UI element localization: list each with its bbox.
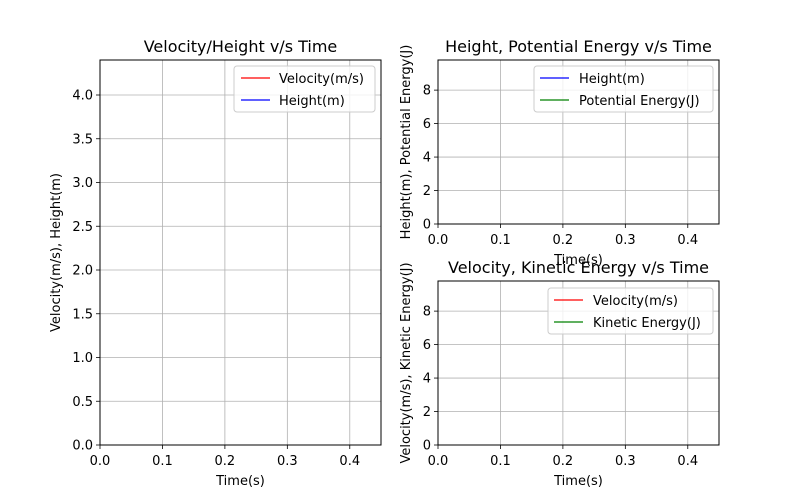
legend-label-velocity: Velocity(m/s) (279, 72, 364, 87)
y-tick-label: 6 (423, 117, 431, 132)
y-tick-label: 4 (423, 151, 431, 166)
ticks: 0.0 0.1 0.2 0.3 0.4 0.0 0.5 1.0 1.5 2.0 2.5 3.0 3.5 4… (72, 89, 360, 470)
chart-title: Height, Potential Energy v/s Time (445, 37, 712, 56)
y-axis-label: Height(m), Potential Energy(J) (399, 45, 414, 240)
chart-velocity-height: Velocity/Height v/s Time 0.0 0.1 0.2 0.3 0.4… (49, 37, 382, 489)
y-tick-label: 0 (423, 218, 431, 233)
legend-label-kinetic-energy: Kinetic Energy(J) (593, 316, 701, 331)
y-tick-label: 2 (423, 405, 431, 420)
y-tick-label: 0.5 (72, 395, 93, 410)
chart-velocity-kinetic-energy: Velocity, Kinetic Energy v/s Time 0.0 0.1… (399, 258, 720, 489)
y-tick-label: 4 (423, 372, 431, 387)
plot-area (437, 59, 720, 225)
x-tick-label: 0.2 (215, 454, 236, 469)
legend-label-height: Height(m) (579, 72, 645, 87)
x-tick-label: 0.3 (615, 233, 636, 248)
ticks: 0.0 0.1 0.2 0.3 0.4 0 2 4 6 8 (423, 84, 698, 248)
x-axis-label: Time(s) (553, 474, 603, 489)
x-tick-label: 0.1 (152, 454, 173, 469)
x-tick-label: 0.3 (615, 454, 636, 469)
y-tick-label: 1.5 (72, 307, 93, 322)
y-tick-label: 3.5 (72, 132, 93, 147)
x-tick-label: 0.4 (677, 454, 698, 469)
y-tick-label: 0 (423, 439, 431, 454)
x-axis-label: Time(s) (215, 474, 265, 489)
ticks: 0.0 0.1 0.2 0.3 0.4 0 2 4 6 8 (423, 305, 698, 469)
y-tick-label: 4.0 (72, 89, 93, 104)
legend-box (547, 287, 714, 335)
plot-area (437, 280, 720, 446)
y-tick-label: 1.0 (72, 351, 93, 366)
legend: Height(m) Potential Energy(J) (533, 65, 714, 113)
x-tick-label: 0.0 (428, 454, 449, 469)
x-tick-label: 0.2 (553, 454, 574, 469)
legend-label-potential-energy: Potential Energy(J) (579, 94, 700, 109)
y-tick-label: 2.0 (72, 264, 93, 279)
x-tick-label: 0.0 (428, 233, 449, 248)
plot-area (99, 59, 382, 446)
legend: Velocity(m/s) Kinetic Energy(J) (547, 287, 714, 335)
y-tick-label: 2.5 (72, 220, 93, 235)
x-tick-label: 0.2 (553, 233, 574, 248)
legend: Velocity(m/s) Height(m) (233, 65, 376, 113)
y-tick-label: 8 (423, 84, 431, 99)
y-axis-label: Velocity(m/s), Height(m) (49, 173, 64, 332)
x-tick-label: 0.3 (277, 454, 298, 469)
y-tick-label: 8 (423, 305, 431, 320)
chart-title: Velocity, Kinetic Energy v/s Time (448, 258, 709, 277)
legend-label-velocity: Velocity(m/s) (593, 294, 678, 309)
legend-box (533, 65, 714, 113)
x-tick-label: 0.0 (90, 454, 111, 469)
x-tick-label: 0.4 (677, 233, 698, 248)
x-tick-label: 0.1 (490, 233, 511, 248)
chart-height-potential-energy: Height, Potential Energy v/s Time 0.0 0.1… (399, 37, 720, 268)
x-tick-label: 0.1 (490, 454, 511, 469)
y-tick-label: 6 (423, 338, 431, 353)
y-tick-label: 0.0 (72, 439, 93, 454)
chart-title: Velocity/Height v/s Time (144, 37, 338, 56)
y-tick-label: 3.0 (72, 176, 93, 191)
legend-label-height: Height(m) (279, 94, 345, 109)
y-axis-label: Velocity(m/s), Kinetic Energy(J) (399, 262, 414, 463)
x-axis-label: Time(s) (553, 253, 603, 268)
x-tick-label: 0.4 (339, 454, 360, 469)
y-tick-label: 2 (423, 184, 431, 199)
